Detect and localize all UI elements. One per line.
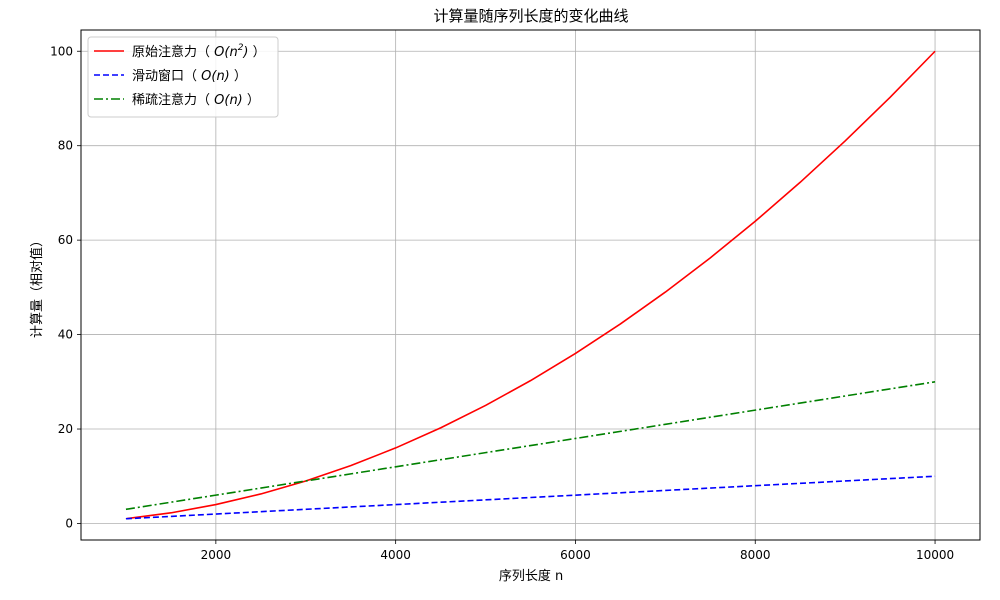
x-tick-label: 8000 — [740, 548, 771, 562]
y-axis-title: 计算量（相对值） — [29, 234, 45, 338]
y-tick-label: 20 — [58, 422, 73, 436]
legend-label-suffix: ） — [230, 69, 247, 84]
legend-label-original-attention: 原始注意力（ O(n2) ） — [132, 43, 266, 60]
y-tick-label: 0 — [65, 516, 73, 530]
series-line-original-attention — [125, 50, 936, 520]
x-tick-label: 10000 — [916, 548, 954, 562]
y-tick-label: 40 — [58, 328, 73, 342]
legend-label-prefix: 稀疏注意力（ — [132, 92, 214, 108]
legend-box — [87, 36, 279, 118]
legend-label-complexity-close: ) — [242, 45, 248, 60]
x-tick-label: 4000 — [380, 548, 411, 562]
legend-label-suffix: ） — [249, 45, 266, 60]
legend-label-sparse-attention: 稀疏注意力（ O(n) ） — [132, 92, 260, 108]
legend-label-complexity: O(n — [214, 45, 238, 60]
ticks: 2000 4000 6000 8000 10000 0 20 40 60 80 100 — [50, 44, 954, 562]
y-tick-label: 60 — [58, 233, 73, 247]
legend-label-sliding-window: 滑动窗口（ O(n) ） — [132, 68, 247, 84]
legend-label-prefix: 原始注意力（ — [132, 44, 214, 60]
y-tick-label: 80 — [58, 139, 73, 153]
legend-label-prefix: 滑动窗口（ — [132, 68, 201, 84]
legend: 原始注意力（ O(n2) ）滑动窗口（ O(n) ）稀疏注意力（ O(n) ） — [87, 36, 279, 118]
series-line-sparse-attention — [125, 381, 936, 511]
legend-label-superscript: 2 — [238, 43, 244, 53]
x-tick-label: 6000 — [560, 548, 591, 562]
series-line-sliding-window — [125, 475, 936, 520]
legend-label-suffix: ） — [243, 93, 260, 108]
plot-frame — [80, 29, 981, 541]
y-tick-label: 100 — [50, 44, 73, 58]
grid — [81, 30, 980, 540]
chart-title: 计算量随序列长度的变化曲线 — [433, 7, 628, 25]
series-group — [125, 50, 936, 520]
legend-label-complexity: O(n) — [214, 93, 243, 108]
x-tick-label: 2000 — [201, 548, 232, 562]
x-axis-title: 序列长度 n — [499, 568, 563, 584]
legend-label-complexity: O(n) — [201, 69, 230, 84]
